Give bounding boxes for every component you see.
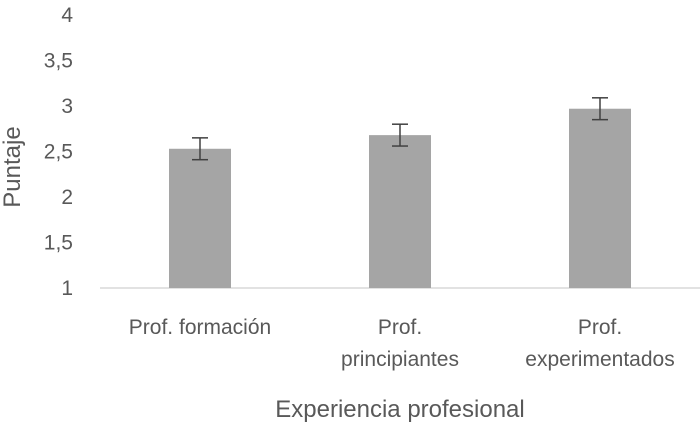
x-category-label: Prof. principiantes	[341, 316, 459, 371]
x-axis-title: Experiencia profesional	[275, 396, 524, 423]
x-axis-category-labels: Prof. formación Prof. principiantes Prof. ex…	[129, 316, 675, 371]
y-axis-title: Puntaje	[0, 126, 26, 207]
y-tick-label: 2	[61, 186, 73, 209]
bar	[569, 108, 631, 288]
y-tick-label: 4	[61, 4, 73, 27]
x-category-label-line: principiantes	[341, 348, 459, 371]
x-category-label-line: Prof. formación	[129, 316, 271, 339]
error-bars	[192, 97, 608, 161]
y-tick-label: 3	[61, 95, 73, 118]
y-tick-label: 2,5	[44, 141, 73, 164]
bar	[369, 135, 431, 288]
x-category-label: Prof. formación	[129, 316, 271, 339]
y-axis-ticks: 1 1,5 2 2,5 3 3,5 4	[44, 4, 74, 300]
y-tick-label: 1	[61, 277, 73, 300]
bars	[169, 108, 631, 288]
x-category-label-line: Prof.	[378, 316, 422, 339]
x-category-label-line: Prof.	[578, 316, 622, 339]
bar	[169, 148, 231, 288]
x-category-label-line: experimentados	[525, 348, 674, 371]
y-tick-label: 3,5	[44, 50, 73, 73]
y-tick-label: 1,5	[44, 232, 73, 255]
x-category-label: Prof. experimentados	[525, 316, 674, 371]
